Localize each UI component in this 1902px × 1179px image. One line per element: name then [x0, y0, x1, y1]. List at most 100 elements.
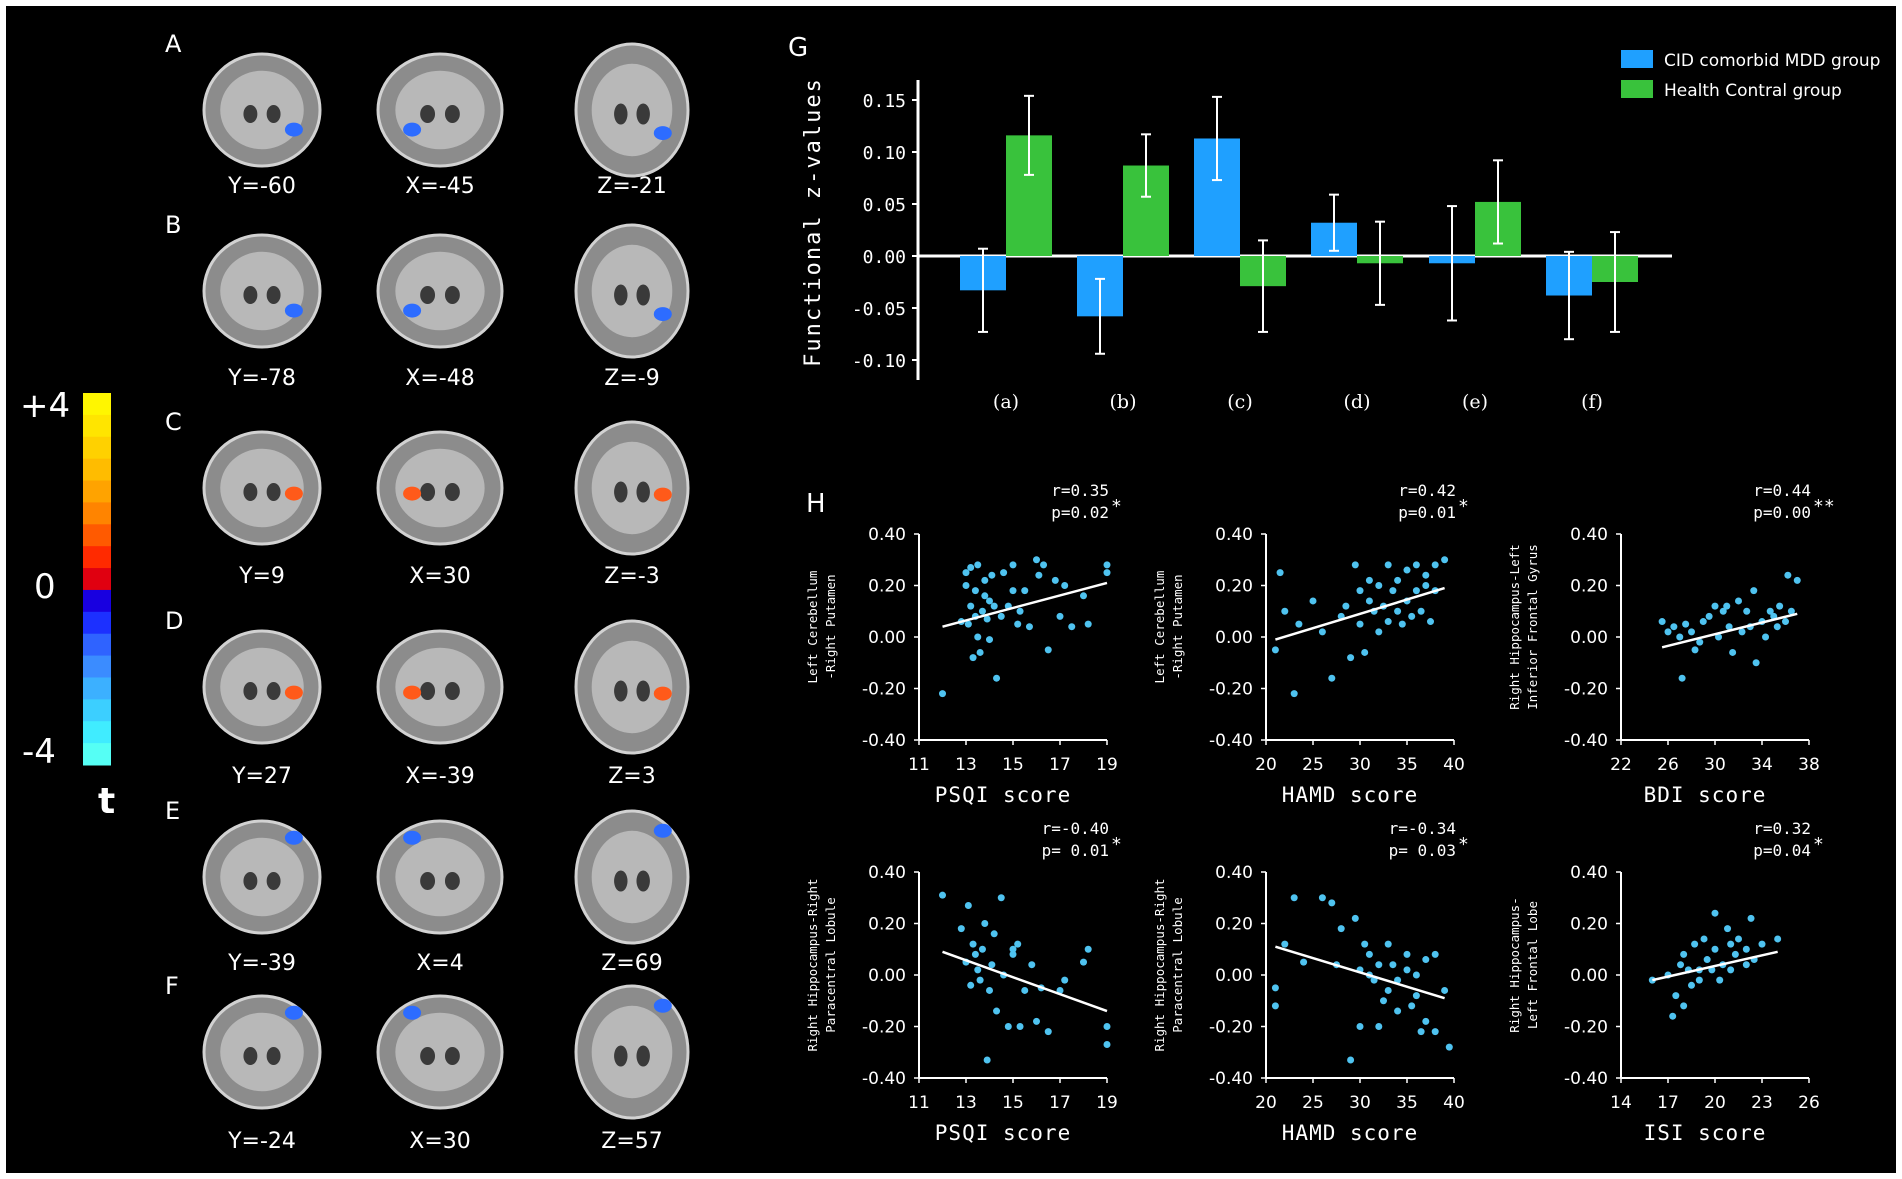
scatter-y-tick-label: 0.00 — [868, 966, 906, 986]
scatter-point — [1103, 569, 1111, 577]
colorbar-segment — [83, 699, 111, 722]
scatter-point — [1700, 935, 1708, 943]
scatter-y-tick-label: -0.40 — [1209, 1069, 1253, 1089]
scatter-point — [986, 597, 993, 605]
scatter-x-tick-label: 17 — [1657, 1093, 1679, 1113]
brain-ventricle — [444, 286, 460, 304]
brain-ventricle — [614, 870, 628, 892]
scatter-point — [1021, 986, 1029, 994]
scatter-point — [1025, 623, 1033, 631]
scatter-r-value: r=0.35 — [1051, 481, 1109, 500]
slice-coordinate-label: Y=27 — [231, 764, 292, 789]
scatter-point — [1044, 646, 1052, 654]
bar-chart: G Functional z-values 0.15 0.10 0.05 0.00 -0… — [788, 33, 1880, 413]
scatter-point — [1699, 618, 1707, 626]
brain-ventricle — [614, 680, 628, 702]
activation-cluster — [284, 303, 303, 318]
scatter-fit-line — [942, 950, 1108, 1013]
scatter-y-tick-label: -0.20 — [1564, 1018, 1608, 1038]
scatter-x-axis-label: PSQI score — [935, 1121, 1071, 1145]
scatter-y-tick-label: -0.40 — [862, 731, 906, 751]
slice-coordinate-label: X=-39 — [405, 764, 474, 789]
scatter-x-tick-label: 35 — [1396, 1093, 1418, 1113]
bar-category-label: (a) — [993, 391, 1019, 413]
scatter-point — [988, 961, 996, 969]
bar-y-axis-label: Functional z-values — [801, 77, 826, 367]
scatter-point — [939, 690, 946, 698]
scatter-point — [1735, 935, 1742, 943]
scatter-x-tick-label: 26 — [1657, 755, 1679, 775]
colorbar-segment — [83, 393, 111, 416]
scatter-y-tick-label: -0.40 — [1209, 731, 1253, 751]
scatter-point — [1723, 602, 1731, 610]
scatter-point — [1394, 607, 1402, 615]
scatter-x-tick-label: 20 — [1704, 1093, 1726, 1113]
scatter-x-tick-label: 40 — [1443, 1093, 1465, 1113]
brain-gray-matter — [395, 837, 485, 917]
brain-ventricle — [420, 286, 436, 304]
slice-coordinate-label: X=4 — [416, 951, 464, 976]
scatter-point — [1028, 961, 1036, 969]
scatter-point — [1678, 674, 1686, 682]
scatter-point — [1431, 950, 1439, 958]
scatter-point — [1033, 556, 1040, 564]
brain-gray-matter — [591, 830, 673, 924]
scatter-point — [1068, 623, 1076, 631]
colorbar-segment — [83, 655, 111, 678]
scatter-point — [1729, 648, 1737, 656]
scatter-y-tick-label: 0.20 — [1215, 915, 1253, 935]
bar-y-tick-label: 0.00 — [863, 247, 906, 268]
scatter-point — [971, 587, 979, 595]
legend-label-cid: CID comorbid MDD group — [1664, 51, 1880, 71]
brain-gray-matter — [220, 251, 304, 331]
scatter-x-tick-label: 15 — [1002, 1093, 1024, 1113]
colorbar-segment — [83, 721, 111, 744]
scatter-point — [1747, 914, 1755, 922]
brain-row-letter: E — [165, 797, 180, 825]
scatter-point — [1773, 623, 1781, 631]
scatter-y-axis-label: Left Cerebellum — [805, 571, 820, 684]
scatter-point — [1356, 1023, 1364, 1030]
colorbar-segment — [83, 743, 111, 766]
scatter-x-tick-label: 20 — [1255, 1093, 1277, 1113]
brain-ventricle — [243, 1047, 258, 1065]
brain-ventricle — [243, 682, 258, 700]
scatter-point — [1375, 961, 1383, 969]
scatter-point — [1004, 1023, 1012, 1030]
figure-background — [6, 6, 1896, 1173]
scatter-point — [993, 1007, 1001, 1015]
bar-category-label: (e) — [1462, 391, 1488, 413]
scatter-point — [1677, 961, 1685, 969]
brain-gray-matter — [591, 1005, 673, 1099]
scatter-point — [1688, 628, 1695, 636]
scatter-point — [939, 891, 946, 899]
colorbar-segment — [83, 524, 111, 547]
scatter-point — [1342, 602, 1350, 610]
scatter-point — [993, 674, 1001, 682]
brain-gray-matter — [395, 70, 485, 150]
scatter-point — [1742, 961, 1750, 969]
scatter-point — [1394, 976, 1402, 984]
scatter-y-axis-label: Right Hippocampus- — [1507, 897, 1522, 1032]
scatter-point — [1051, 576, 1059, 584]
activation-cluster — [284, 1005, 303, 1020]
slice-coordinate-label: Z=-21 — [597, 174, 666, 199]
brain-gray-matter — [220, 448, 304, 528]
brain-gray-matter — [395, 251, 485, 331]
brain-row-letter: F — [165, 972, 179, 1000]
scatter-point — [1719, 607, 1727, 615]
brain-ventricle — [614, 284, 628, 306]
scatter-x-tick-label: 30 — [1349, 1093, 1371, 1113]
scatter-point — [974, 966, 982, 974]
scatter-point — [1776, 602, 1784, 610]
scatter-y-tick-label: 0.20 — [1215, 577, 1253, 597]
scatter-x-tick-label: 13 — [955, 1093, 977, 1113]
scatter-point — [1682, 620, 1690, 628]
colorbar-min-label: -4 — [22, 732, 56, 772]
scatter-point — [1328, 899, 1336, 907]
scatter-point — [974, 561, 982, 569]
bar-y-tick-label: 0.10 — [863, 143, 906, 164]
scatter-point — [1375, 582, 1383, 589]
